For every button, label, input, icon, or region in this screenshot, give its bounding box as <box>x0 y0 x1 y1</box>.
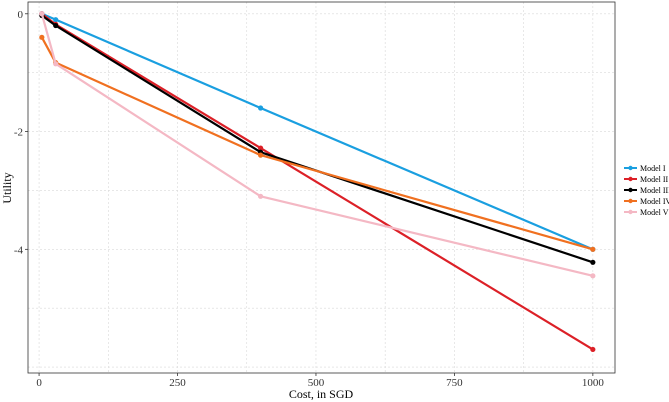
legend-label-model-iii: Model III <box>640 186 669 195</box>
series-line-model-v <box>40 13 594 277</box>
data-point-model-v <box>53 61 59 67</box>
axes: 0 250 500 750 1000 0 -2 -4 <box>14 9 605 389</box>
x-tick-label: 500 <box>308 377 325 389</box>
legend-label-model-v: Model V <box>640 208 669 217</box>
data-point-model-iv <box>39 34 45 40</box>
y-tick-label: -2 <box>14 127 23 139</box>
legend-marker-model-v <box>628 209 633 215</box>
x-tick-label: 250 <box>169 377 186 389</box>
series-layer <box>39 11 596 353</box>
y-tick-label: -4 <box>14 244 24 256</box>
series-line-model-i <box>41 12 594 251</box>
legend-label-model-iv: Model IV <box>640 197 669 206</box>
plot-panel <box>27 1 616 374</box>
data-point-model-i <box>257 105 264 111</box>
legend: Model I Model II Model III Model IV Model V <box>624 164 669 217</box>
data-point-model-v <box>39 11 45 17</box>
y-axis-title: Utility <box>0 172 14 203</box>
data-point-model-ii <box>257 145 264 151</box>
data-point-model-iv <box>257 152 264 158</box>
x-tick-label: 0 <box>36 377 42 389</box>
series-line-model-iv <box>40 36 594 251</box>
legend-marker-model-i <box>628 165 633 171</box>
data-point-model-i <box>53 17 59 23</box>
data-point-model-iii <box>53 22 59 29</box>
legend-marker-model-iv <box>628 198 633 204</box>
data-point-model-iii <box>590 259 596 265</box>
data-point-model-ii <box>590 346 596 353</box>
series-line-model-iii <box>41 14 594 264</box>
legend-marker-model-iii <box>628 187 633 193</box>
series-line-model-ii <box>41 12 594 351</box>
data-point-model-v <box>257 193 264 199</box>
grid <box>28 2 615 373</box>
legend-label-model-ii: Model II <box>640 175 669 184</box>
data-point-model-iv <box>590 246 596 252</box>
data-point-model-v <box>590 273 596 279</box>
y-tick-label: 0 <box>18 9 24 21</box>
x-tick-label: 750 <box>446 377 463 389</box>
legend-marker-model-ii <box>628 176 633 182</box>
legend-label-model-i: Model I <box>640 164 666 173</box>
x-axis-title: Cost, in SGD <box>289 387 354 401</box>
x-tick-label: 1000 <box>582 377 605 389</box>
